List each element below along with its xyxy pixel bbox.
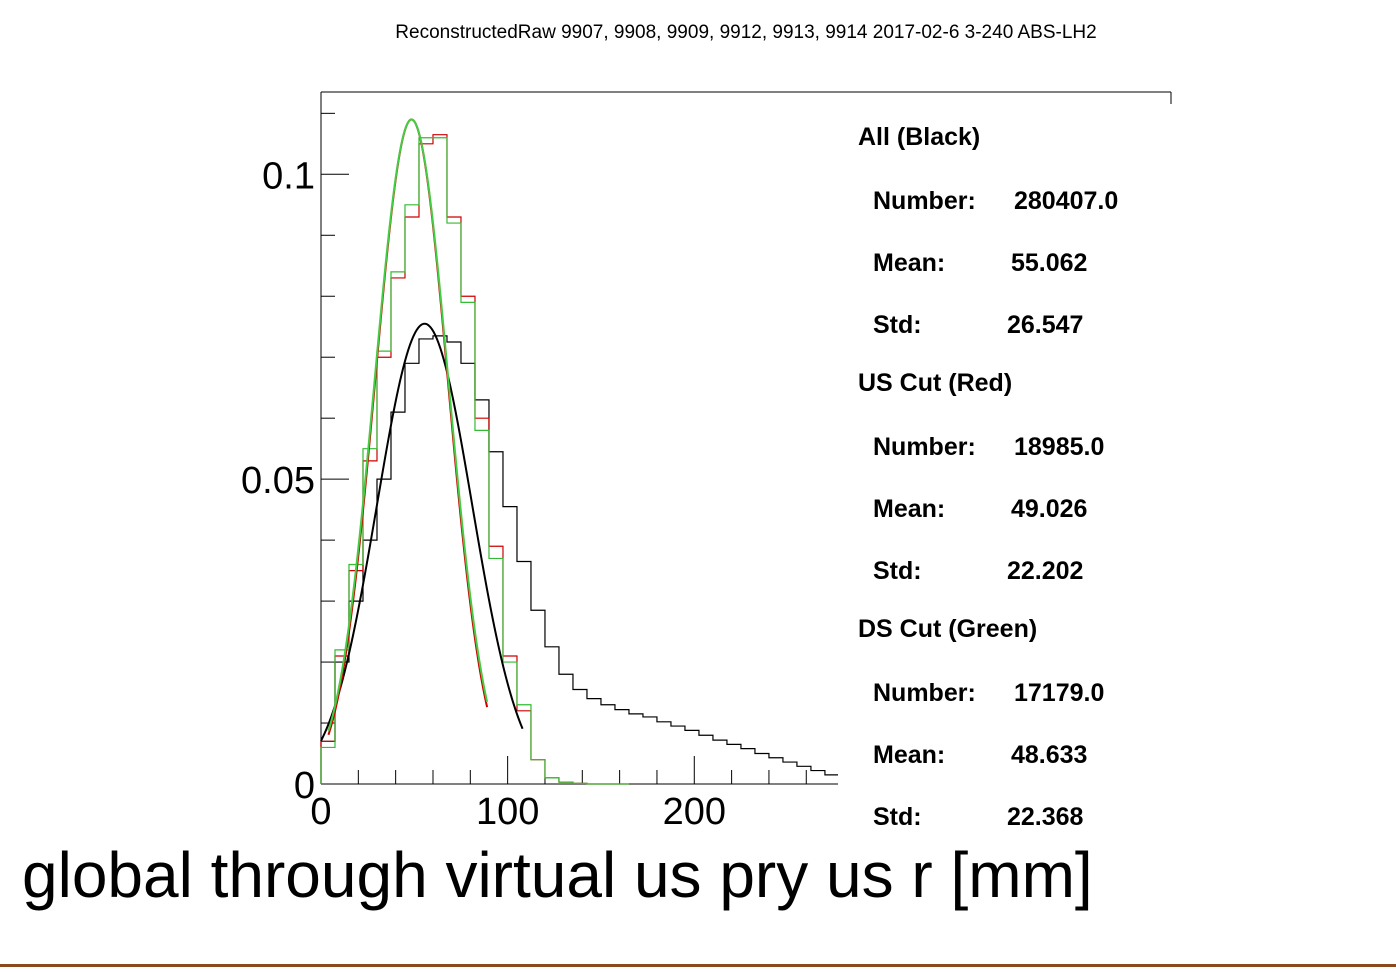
axes: 0 0.05 0.1 0 100 200 — [241, 112, 807, 833]
stats-value: 18985.0 — [1014, 433, 1104, 461]
stats-value: 48.633 — [1011, 741, 1087, 769]
y-tick-label: 0 — [294, 765, 315, 807]
stats-header: US Cut (Red) — [858, 369, 1012, 397]
y-tick-label: 0.1 — [262, 155, 315, 197]
plot-frame — [320, 91, 1172, 785]
stats-value: 55.062 — [1011, 249, 1087, 277]
stats-key: Mean: — [873, 249, 945, 277]
stats-value: 22.368 — [1007, 803, 1084, 831]
bottom-border — [0, 964, 1396, 967]
fit-curves — [320, 118, 524, 742]
stats-key: Std: — [873, 557, 922, 585]
stats-key: Number: — [873, 187, 976, 215]
stats-value: 49.026 — [1011, 495, 1087, 523]
stats-key: Std: — [873, 311, 922, 339]
stats-header: All (Black) — [858, 123, 980, 151]
stats-key: Std: — [873, 803, 922, 831]
histogram-series-0 — [320, 335, 838, 784]
x-axis-label: global through virtual us pry us r [mm] — [22, 839, 1093, 911]
stats-box: All (Black) Number: 280407.0 Mean: 55.062 Std… — [858, 123, 1118, 831]
stats-header: DS Cut (Green) — [858, 615, 1037, 643]
histograms — [320, 134, 838, 785]
stats-value: 22.202 — [1007, 557, 1083, 585]
chart-title: ReconstructedRaw 9907, 9908, 9909, 9912,… — [395, 22, 1096, 43]
fit-curve-0 — [320, 322, 524, 742]
x-tick-label: 0 — [310, 791, 331, 833]
stats-value: 26.547 — [1007, 311, 1083, 339]
x-tick-label: 200 — [663, 791, 726, 833]
stats-key: Number: — [873, 679, 976, 707]
x-tick-label: 100 — [476, 791, 539, 833]
stats-key: Mean: — [873, 741, 945, 769]
y-tick-label: 0.05 — [241, 460, 315, 502]
stats-value: 280407.0 — [1014, 187, 1118, 215]
stats-key: Number: — [873, 433, 976, 461]
stats-value: 17179.0 — [1014, 679, 1104, 707]
fit-curve-2 — [327, 118, 489, 732]
stats-key: Mean: — [873, 495, 945, 523]
histogram-series-2 — [320, 137, 629, 785]
